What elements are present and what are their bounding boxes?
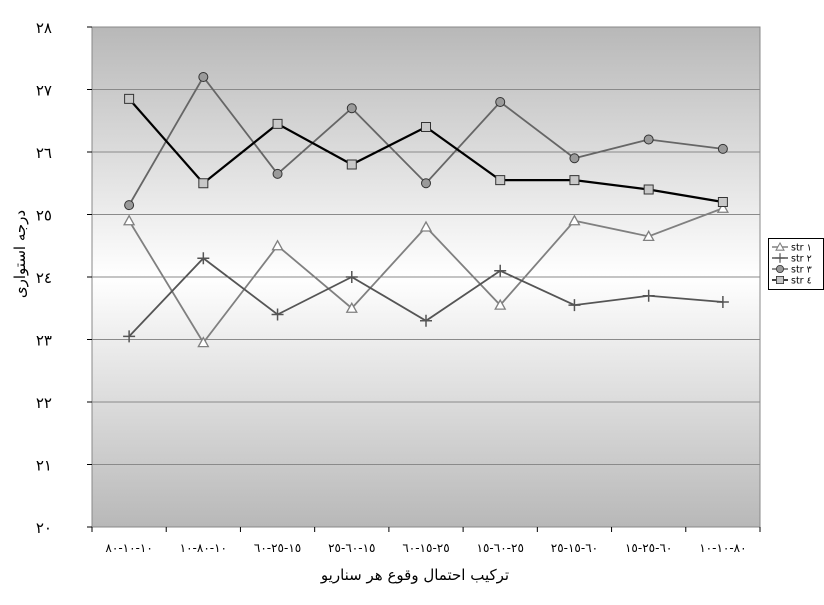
data-point	[346, 103, 357, 114]
data-point	[271, 308, 284, 321]
data-point	[495, 97, 506, 107]
legend-label: str ٣	[791, 265, 812, 276]
x-tick-label: ٢٥-١٥-٦٠	[402, 541, 449, 555]
data-point	[272, 118, 283, 129]
data-point	[345, 271, 358, 283]
data-point	[569, 175, 580, 186]
data-point	[569, 153, 580, 164]
data-point	[494, 298, 507, 310]
x-tick-label: ١٥-٦٠-٢٥	[328, 541, 375, 555]
data-point	[345, 301, 358, 313]
y-tick-label: ٢١	[36, 457, 52, 475]
y-tick-label: ٢٦	[36, 144, 52, 162]
x-tick-label: ١٠-٨٠-١٠	[180, 541, 227, 555]
data-point	[495, 175, 506, 186]
data-point	[494, 264, 507, 277]
y-tick-label: ٢٣	[36, 332, 52, 350]
y-tick-label: ٢٧	[36, 82, 52, 100]
data-point	[419, 220, 433, 232]
data-point	[643, 134, 654, 145]
data-point	[123, 330, 136, 343]
x-tick-label: ٢٥-٦٠-١٥	[477, 541, 524, 555]
legend-marker	[775, 253, 785, 263]
data-point	[716, 201, 729, 213]
y-tick-label: ٢٨	[36, 19, 52, 37]
data-point	[197, 252, 210, 265]
data-point	[568, 214, 581, 226]
x-tick-label: ١٥-٢٥-٦٠	[254, 541, 301, 555]
legend-marker	[775, 275, 785, 285]
data-point	[272, 168, 283, 179]
data-point	[346, 159, 357, 170]
data-point	[717, 197, 728, 207]
data-point	[643, 184, 654, 195]
data-point	[123, 214, 136, 226]
data-point	[124, 200, 135, 211]
data-point	[642, 289, 655, 302]
y-tick-label: ٢٠	[36, 519, 52, 537]
y-axis-label: درجه استواری	[11, 209, 29, 299]
data-point	[421, 122, 431, 132]
data-point	[271, 239, 284, 251]
data-point	[717, 143, 728, 154]
data-point	[420, 314, 432, 327]
data-point	[198, 72, 209, 82]
data-point	[642, 230, 655, 242]
y-tick-label: ٢٤	[36, 269, 52, 287]
x-tick-label: ١٠-١٠-٨٠	[105, 541, 152, 555]
data-point	[197, 336, 210, 348]
data-point	[124, 93, 135, 104]
legend: str ١ str ٢ str ٣ str ٤	[768, 238, 824, 290]
legend-label: str ١	[791, 243, 812, 254]
legend-label: str ٢	[791, 254, 812, 265]
data-point	[421, 178, 431, 189]
data-point	[568, 299, 581, 312]
legend-marker	[775, 264, 785, 274]
x-tick-label: ٨٠-١٠-١٠	[699, 541, 746, 555]
y-tick-label: ٢٥	[36, 207, 52, 225]
x-tick-label: ٦٠-١٥-٢٥	[551, 541, 598, 555]
data-point	[198, 178, 209, 189]
data-point	[716, 296, 729, 308]
legend-label: str ٤	[791, 276, 812, 287]
legend-marker	[775, 241, 785, 251]
x-tick-label: ٦٠-٢٥-١٥	[625, 541, 672, 555]
x-axis-label: ترکیب احتمال وقوع هر سناریو	[320, 566, 510, 584]
y-tick-label: ٢٢	[36, 394, 52, 412]
